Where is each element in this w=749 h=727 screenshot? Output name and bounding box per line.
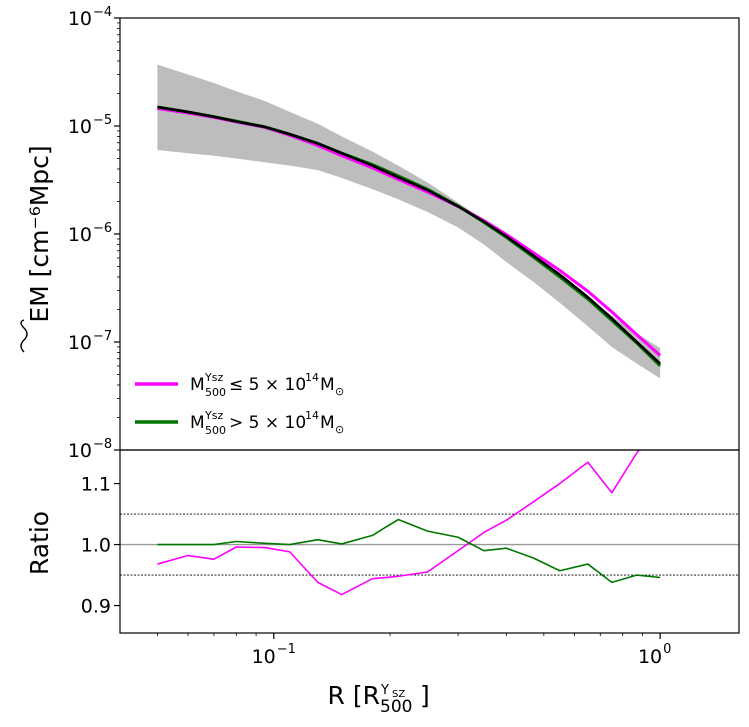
top-y-tick-exp-1: −7 [93,329,112,344]
legend-tail-high: M [320,413,335,433]
ratio-line-low [157,450,641,596]
x-label-sup: Y [380,683,389,698]
legend-sun-high: ⊙ [335,423,344,436]
top-profile-lines [157,105,662,368]
scatter-band [157,64,661,379]
top-y-tick-exp-0: −8 [93,437,112,452]
legend-tail-low: M [320,375,335,395]
bottom-panel-frame [119,449,740,634]
x-tick-label-1: 10 [638,646,662,668]
ratio-line-high [157,518,661,584]
x-tick-exp-1: 0 [663,642,671,657]
profile-line-all [157,105,662,365]
legend-sun-low: ⊙ [335,385,344,398]
x-label-close: ] [420,681,430,710]
legend-exp-low: 14 [305,371,319,384]
x-label-sub: 500 [380,697,412,717]
legend-sup-low: Ysz [204,371,223,384]
legend-label-high: M [190,413,205,433]
legend-sub-low: 500 [205,386,226,399]
legend-label-low: M [190,375,205,395]
top-y-tick-exp-3: −5 [93,113,112,128]
legend-rest-low: ≤ 5 × 10 [229,375,306,395]
em-label-main: EM [cm⁻⁶Mpc] [25,145,54,322]
x-tick-label-0: 10 [252,646,276,668]
legend-rest-high: > 5 × 10 [229,413,306,433]
top-y-tick-exp-2: −6 [93,221,112,236]
legend-exp-high: 14 [305,409,319,422]
ratio-label: Ratio [25,511,54,575]
ratio-y-tick-label-1: 1.0 [81,535,111,557]
top-y-axis-title: EM [cm⁻⁶Mpc] [20,145,54,353]
em-tilde-mark [20,319,28,353]
x-label-main: R [R [328,681,380,710]
top-y-tick-label-0: 10 [68,440,92,462]
x-tick-exp-0: −1 [277,642,296,657]
x-ticks: 10 −1 10 0 [157,633,671,668]
ratio-axis-title: Ratio [25,511,54,575]
ratio-y-tick-label-0: 0.9 [81,596,111,618]
x-label-supsub: SZ [392,689,405,700]
legend-sub-high: 500 [205,424,226,437]
ratio-y-ticks: 0.9 1.0 1.1 [81,474,120,618]
top-y-tick-exp-4: −4 [93,5,112,20]
x-axis-title: R [R 500 Y SZ ] [328,681,430,717]
ratio-y-tick-label-2: 1.1 [81,474,111,496]
top-y-ticks: 10−810−710−610−510−4 [68,5,120,462]
top-y-tick-label-4: 10 [68,8,92,30]
top-y-tick-label-3: 10 [68,116,92,138]
legend-sup-high: Ysz [204,409,223,422]
top-uncertainty-band [157,64,661,379]
ratio-lines [157,450,661,596]
top-y-tick-label-1: 10 [68,332,92,354]
top-y-tick-label-2: 10 [68,224,92,246]
svg-text:EM [cm⁻⁶Mpc]: EM [cm⁻⁶Mpc] [25,145,54,322]
